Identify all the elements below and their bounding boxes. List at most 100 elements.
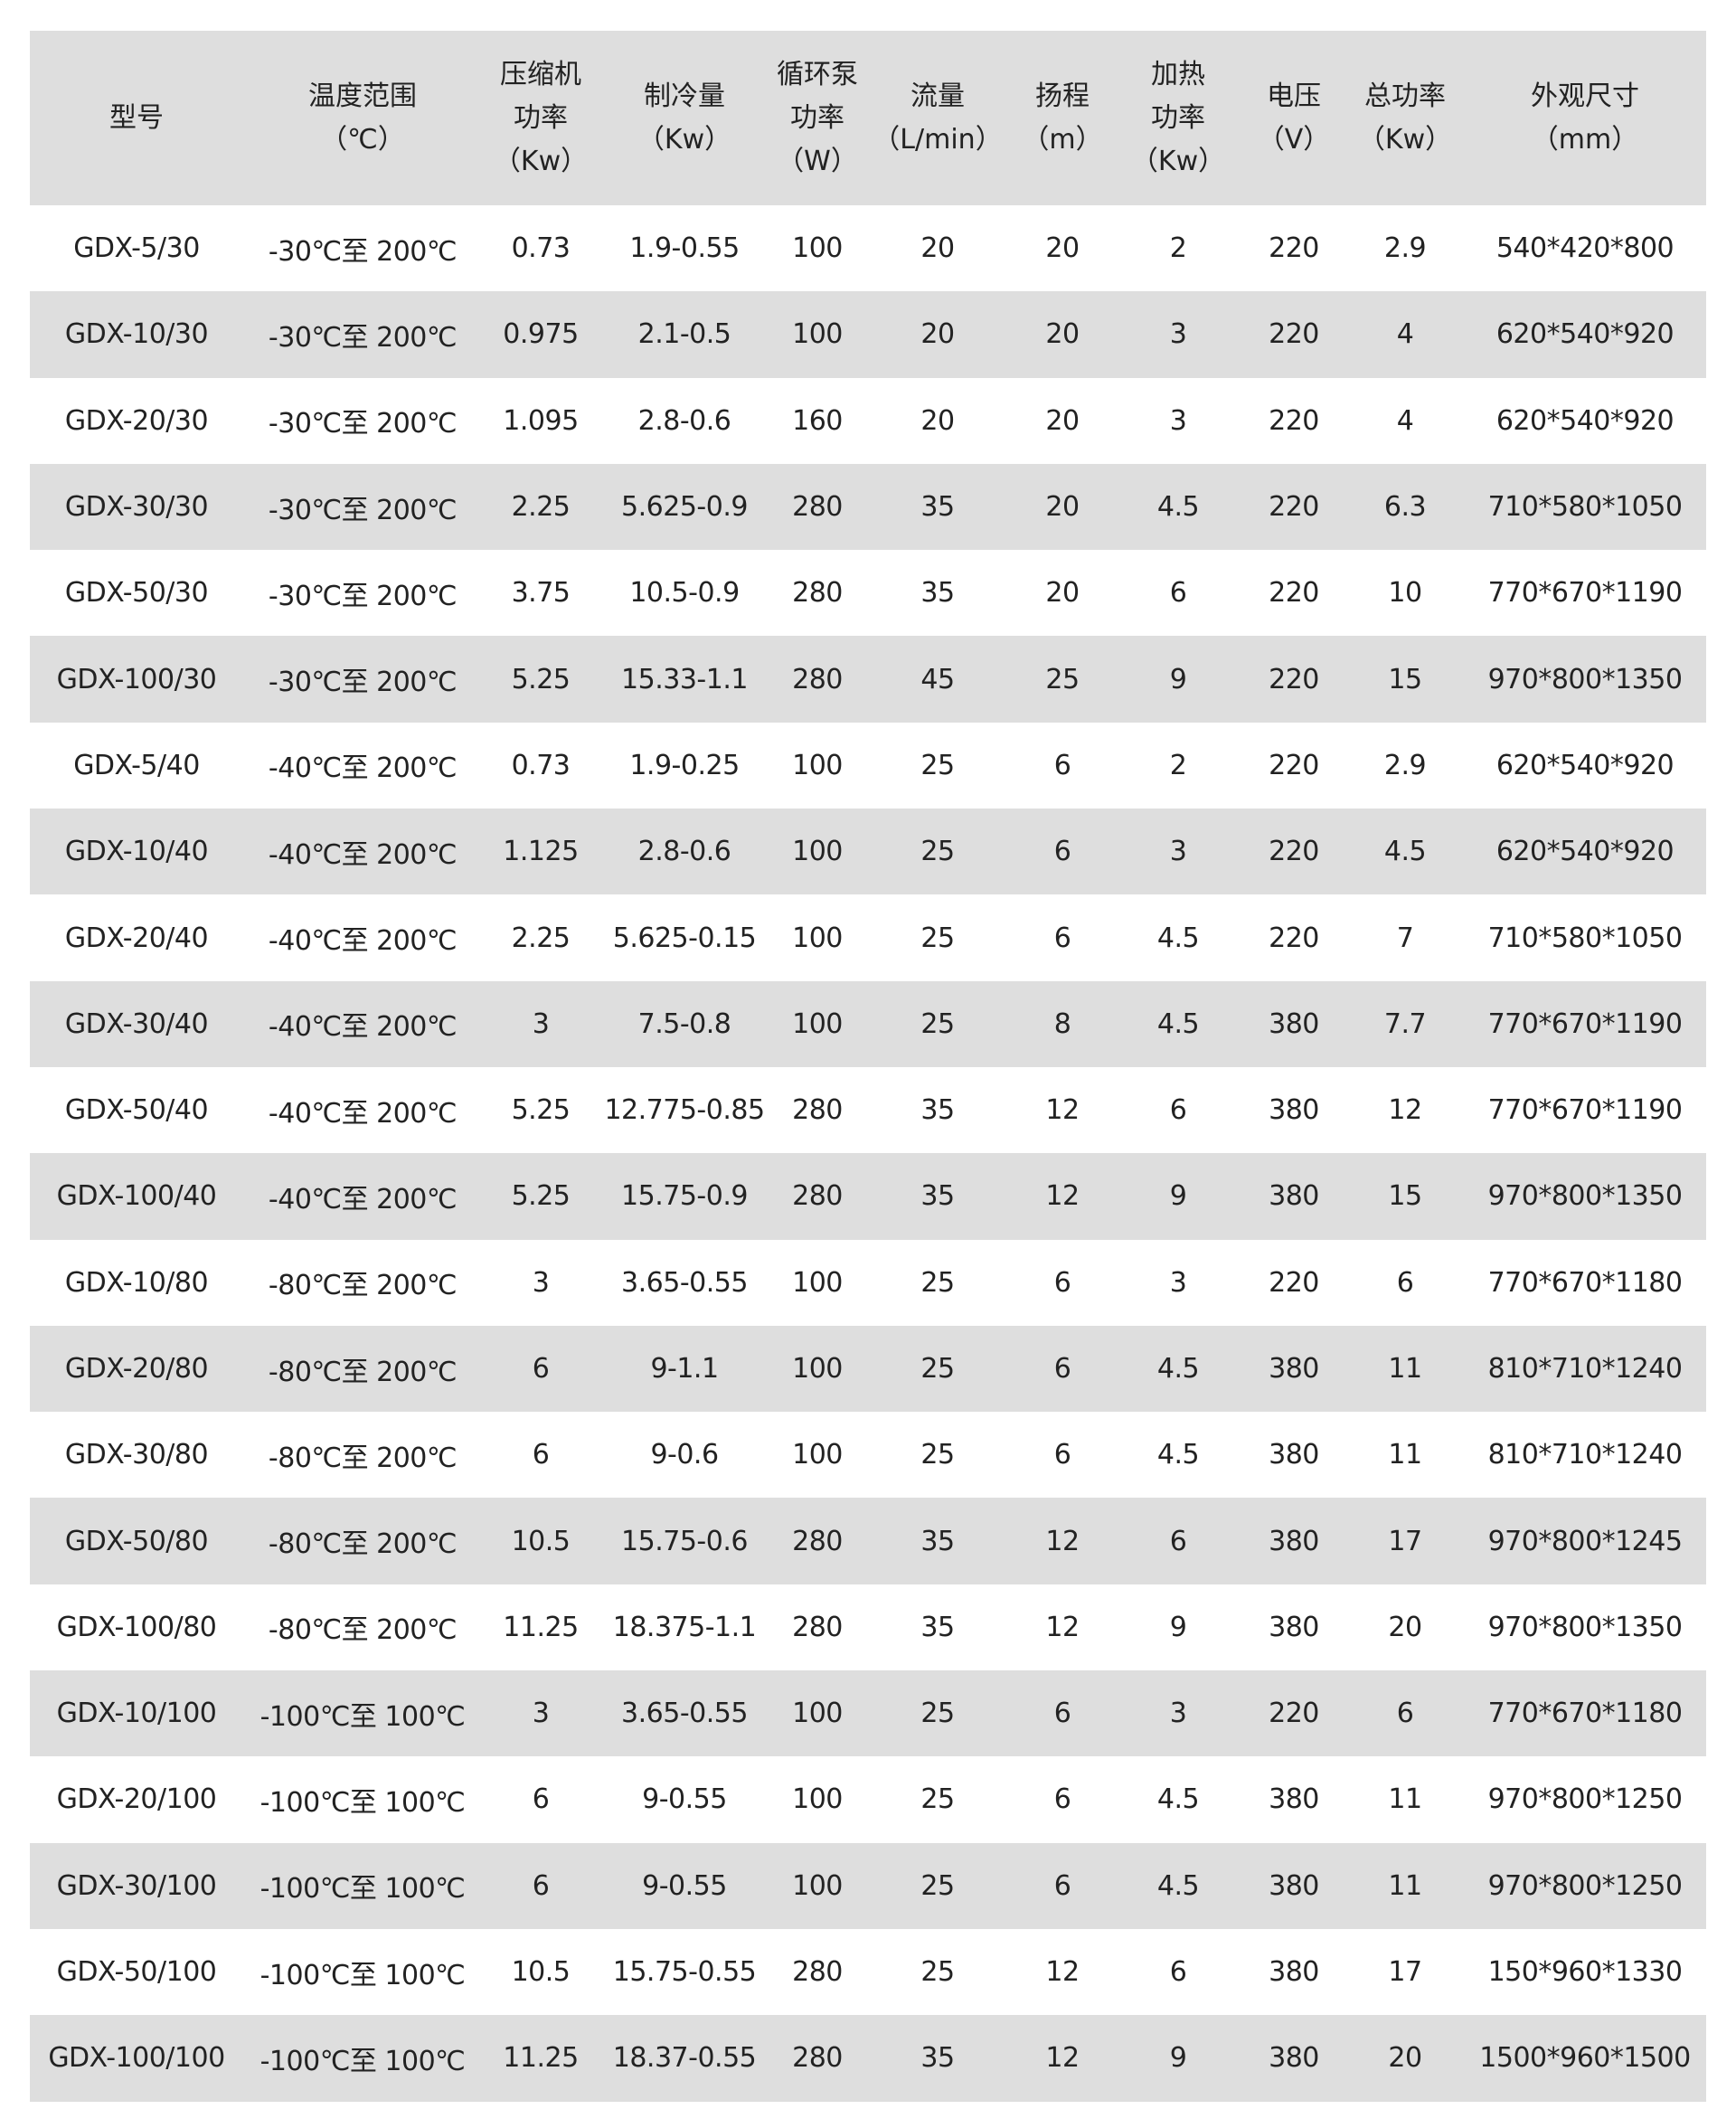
cell-heating-power: 4.5	[1156, 491, 1200, 524]
cell-voltage: 380	[1269, 1611, 1319, 1643]
cell-cooling-capacity: 9-0.6	[650, 1439, 719, 1471]
cell-total-power: 4.5	[1383, 836, 1427, 868]
cell-total-power: 20	[1388, 2042, 1422, 2075]
cell-voltage: 220	[1269, 318, 1319, 351]
cell-model: GDX-50/80	[64, 1525, 209, 1557]
cell-heating-power: 4.5	[1156, 1869, 1200, 1902]
cell-flow: 35	[920, 1525, 955, 1557]
cell-compressor-power: 5.25	[511, 663, 571, 695]
cell-flow: 25	[920, 1956, 955, 1989]
cell-heating-power: 6	[1169, 1956, 1187, 1989]
cell-temp-range: -100℃至 100℃	[259, 1873, 466, 1906]
cell-dimensions: 970*800*1250	[1487, 1783, 1683, 1816]
cell-dimensions: 540*420*800	[1495, 232, 1675, 265]
cell-voltage: 220	[1269, 922, 1319, 954]
cell-compressor-power: 11.25	[503, 1611, 579, 1643]
cell-voltage: 380	[1269, 1094, 1319, 1127]
cell-cooling-capacity: 18.37-0.55	[612, 2042, 757, 2075]
cell-pump-power: 280	[792, 1094, 843, 1127]
cell-dimensions: 620*540*920	[1495, 836, 1675, 868]
cell-compressor-power: 2.25	[511, 922, 571, 954]
cell-cooling-capacity: 7.5-0.8	[637, 1007, 731, 1040]
cell-total-power: 4	[1396, 318, 1414, 351]
cell-dimensions: 620*540*920	[1495, 749, 1675, 781]
table-row: GDX-10/80 -80℃至 200℃ 3 3.65-0.55 100 25 6 3 220 6…	[30, 1240, 1706, 1326]
cell-dimensions: 770*670*1190	[1487, 1094, 1683, 1127]
cell-model: GDX-10/40	[64, 836, 209, 868]
cell-voltage: 220	[1269, 749, 1319, 781]
cell-voltage: 220	[1269, 577, 1319, 610]
header-line: 功率	[790, 101, 844, 134]
cell-head: 12	[1045, 2042, 1080, 2075]
cell-compressor-power: 0.975	[503, 318, 579, 351]
cell-flow: 35	[920, 491, 955, 524]
table-row: GDX-5/40 -40℃至 200℃ 0.73 1.9-0.25 100 25 6 2 220…	[30, 723, 1706, 809]
cell-temp-range: -30℃至 200℃	[268, 408, 458, 440]
header-line: （W）	[777, 145, 858, 177]
cell-dimensions: 710*580*1050	[1487, 491, 1683, 524]
table-row: GDX-100/80 -80℃至 200℃ 11.25 18.375-1.1 280 35…	[30, 1584, 1706, 1670]
cell-head: 6	[1053, 1266, 1071, 1299]
cell-heating-power: 4.5	[1156, 922, 1200, 954]
cell-model: GDX-100/40	[56, 1180, 217, 1213]
cell-flow: 25	[920, 1007, 955, 1040]
cell-cooling-capacity: 2.1-0.5	[637, 318, 731, 351]
cell-total-power: 17	[1388, 1956, 1422, 1989]
cell-total-power: 17	[1388, 1525, 1422, 1557]
cell-total-power: 15	[1388, 1180, 1422, 1213]
header-line: （Kw）	[493, 145, 589, 177]
cell-flow: 25	[920, 1439, 955, 1471]
cell-head: 8	[1053, 1007, 1071, 1040]
cell-dimensions: 1500*960*1500	[1479, 2042, 1691, 2075]
cell-head: 6	[1053, 749, 1071, 781]
cell-flow: 25	[920, 922, 955, 954]
cell-total-power: 12	[1388, 1094, 1422, 1127]
cell-model: GDX-30/30	[64, 491, 209, 524]
cell-voltage: 220	[1269, 663, 1319, 695]
cell-dimensions: 970*800*1245	[1487, 1525, 1683, 1557]
cell-head: 6	[1053, 1783, 1071, 1816]
cell-model: GDX-30/100	[56, 1869, 217, 1902]
cell-head: 20	[1045, 318, 1080, 351]
cell-heating-power: 4.5	[1156, 1353, 1200, 1385]
cell-total-power: 10	[1388, 577, 1422, 610]
cell-voltage: 380	[1269, 1007, 1319, 1040]
cell-dimensions: 620*540*920	[1495, 318, 1675, 351]
cell-head: 12	[1045, 1956, 1080, 1989]
table-row: GDX-50/100 -100℃至 100℃ 10.5 15.75-0.55 280 25…	[30, 1929, 1706, 2015]
table-row: GDX-30/80 -80℃至 200℃ 6 9-0.6 100 25 6 4.5 380 11 8…	[30, 1412, 1706, 1498]
cell-compressor-power: 3.75	[511, 577, 571, 610]
cell-flow: 25	[920, 749, 955, 781]
cell-flow: 20	[920, 318, 955, 351]
header-line: 功率	[1151, 101, 1205, 134]
cell-compressor-power: 11.25	[503, 2042, 579, 2075]
cell-total-power: 6	[1396, 1266, 1414, 1299]
cell-heating-power: 4.5	[1156, 1007, 1200, 1040]
cell-heating-power: 9	[1169, 1180, 1187, 1213]
cell-pump-power: 100	[792, 922, 843, 954]
cell-flow: 25	[920, 1698, 955, 1730]
cell-model: GDX-5/30	[73, 232, 200, 265]
header-line: （Kw）	[1357, 123, 1453, 156]
table-row: GDX-100/40 -40℃至 200℃ 5.25 15.75-0.9 280 35 12…	[30, 1153, 1706, 1240]
cell-cooling-capacity: 10.5-0.9	[629, 577, 740, 610]
cell-head: 6	[1053, 1353, 1071, 1385]
cell-voltage: 380	[1269, 1869, 1319, 1902]
cell-temp-range: -40℃至 200℃	[268, 925, 458, 958]
table-row: GDX-50/30 -30℃至 200℃ 3.75 10.5-0.9 280 35 20 6 2…	[30, 550, 1706, 636]
cell-cooling-capacity: 2.8-0.6	[637, 836, 731, 868]
cell-pump-power: 280	[792, 1180, 843, 1213]
table-row: GDX-20/40 -40℃至 200℃ 2.25 5.625-0.15 100 25 6 4…	[30, 894, 1706, 980]
cell-pump-power: 100	[792, 749, 843, 781]
cell-voltage: 380	[1269, 1180, 1319, 1213]
cell-head: 12	[1045, 1611, 1080, 1643]
cell-head: 20	[1045, 404, 1080, 437]
cell-cooling-capacity: 3.65-0.55	[621, 1698, 748, 1730]
cell-voltage: 380	[1269, 2042, 1319, 2075]
header-line: （L/min）	[873, 123, 1003, 156]
header-line: （m）	[1022, 123, 1103, 156]
cell-flow: 35	[920, 1180, 955, 1213]
cell-heating-power: 4.5	[1156, 1439, 1200, 1471]
cell-total-power: 6	[1396, 1698, 1414, 1730]
cell-model: GDX-5/40	[73, 749, 200, 781]
